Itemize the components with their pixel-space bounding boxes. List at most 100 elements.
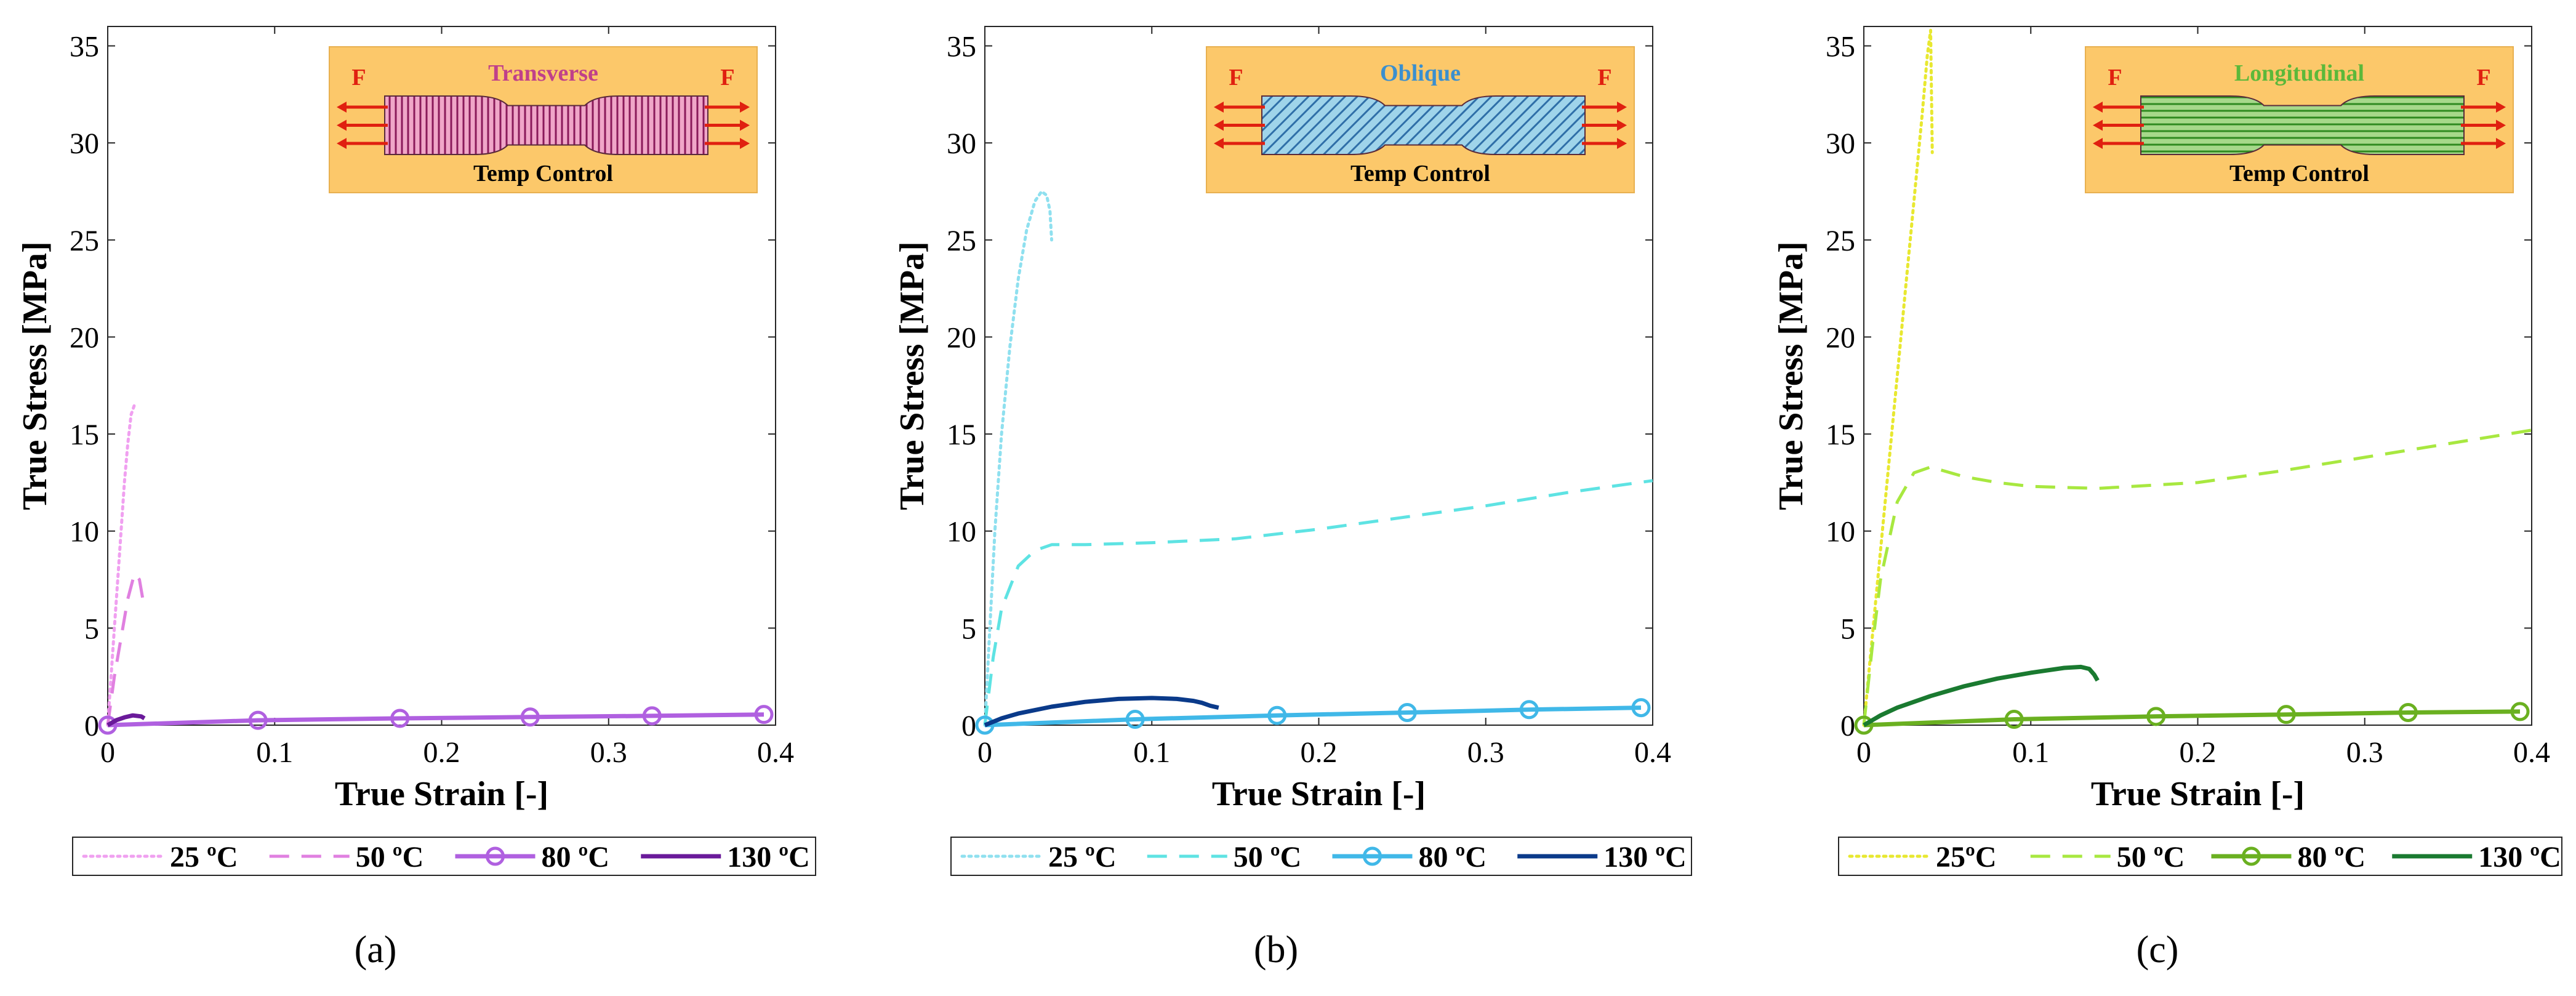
panel-c: 0 5 10 15 20 25 30 35 0 0.1 0.2 0.3 0.4 True Strain [… (1772, 26, 2562, 971)
legend: 25ºC 50 ºC 80 ºC 130 ºC (1838, 837, 2562, 876)
series-marker (642, 706, 662, 726)
legend-label: 80 ºC (542, 841, 610, 874)
force-arrowhead-right (1617, 102, 1627, 113)
series-marker (390, 709, 410, 728)
y-tick-label: 0 (1840, 710, 1855, 742)
inset-bottom-label: Temp Control (473, 161, 613, 187)
force-arrowhead-left (337, 102, 347, 113)
inset-title: Transverse (488, 60, 598, 86)
specimen-inset: F F Transverse Temp Control (329, 46, 758, 193)
force-arrowhead-left (2093, 138, 2103, 149)
y-tick-label: 5 (961, 612, 976, 645)
y-tick-label: 15 (1826, 419, 1855, 451)
x-tick-label: 0.1 (256, 736, 293, 769)
series-marker (98, 715, 118, 735)
legend: 25 ºC 50 ºC 80 ºC 130 ºC (950, 837, 1692, 876)
panel-caption: (c) (2137, 929, 2179, 971)
series-line-3 (1863, 709, 2521, 728)
series-marker (248, 710, 268, 730)
force-arrowhead-left (1214, 102, 1224, 113)
x-tick-label: 0 (977, 736, 992, 769)
y-tick-label: 35 (947, 31, 976, 63)
force-arrowhead-left (1214, 119, 1224, 131)
y-tick-label: 15 (947, 419, 976, 451)
series-line-1 (106, 403, 136, 727)
legend-label: 25ºC (1936, 841, 1997, 874)
y-tick-label: 5 (1840, 612, 1855, 645)
series-marker (2004, 710, 2024, 729)
series-marker (754, 705, 774, 725)
force-arrowhead-left (2093, 119, 2103, 131)
y-tick-label: 30 (947, 127, 976, 160)
y-tick-label: 10 (1826, 516, 1855, 548)
series-line-4 (1863, 664, 2100, 728)
x-tick-label: 0.1 (2012, 736, 2049, 769)
legend-marker (2242, 846, 2261, 866)
inset-bottom-label: Temp Control (2229, 161, 2369, 187)
series-marker (1854, 715, 1874, 735)
legend: 25 ºC 50 ºC 80 ºC 130 ºC (72, 837, 816, 876)
legend-label: 50 ºC (1234, 841, 1302, 874)
legend-marker (1363, 846, 1382, 866)
y-tick-label: 0 (84, 710, 99, 742)
force-label-left: F (1229, 65, 1243, 90)
y-tick-label: 15 (70, 419, 99, 451)
series-marker (2276, 705, 2296, 725)
force-arrowhead-left (337, 138, 347, 149)
x-tick-label: 0 (1856, 736, 1871, 769)
x-tick-label: 0.2 (423, 736, 460, 769)
force-label-left: F (351, 65, 366, 90)
series-marker (1519, 700, 1539, 720)
force-label-right: F (1597, 65, 1611, 90)
x-tick-label: 0.4 (2513, 736, 2550, 769)
y-tick-label: 30 (70, 127, 99, 160)
series-marker (2398, 703, 2418, 723)
y-tick-label: 0 (961, 710, 976, 742)
legend-label: 25 ºC (1048, 841, 1117, 874)
force-arrowhead-right (2496, 138, 2506, 149)
legend-label: 80 ºC (1419, 841, 1487, 874)
x-tick-label: 0.3 (1467, 736, 1504, 769)
force-arrowhead-right (740, 138, 750, 149)
force-label-left: F (2108, 65, 2122, 90)
force-arrowhead-left (337, 119, 347, 131)
x-tick-label: 0.1 (1133, 736, 1170, 769)
y-axis-label: True Stress [MPa] (1772, 241, 1810, 510)
force-arrowhead-right (1617, 138, 1627, 149)
series-marker (975, 715, 995, 735)
force-arrowhead-left (2093, 102, 2103, 113)
force-arrowhead-right (740, 119, 750, 131)
series-marker (1267, 705, 1287, 725)
series-marker (1125, 710, 1145, 729)
y-tick-label: 10 (70, 516, 99, 548)
y-tick-label: 25 (70, 225, 99, 257)
x-tick-label: 0.3 (590, 736, 627, 769)
force-arrowhead-right (740, 102, 750, 113)
legend-label: 50 ºC (2117, 841, 2185, 874)
series-marker (1397, 703, 1417, 723)
specimen-shape (2140, 95, 2465, 155)
series-line-2 (106, 572, 146, 726)
panel-a: 0 5 10 15 20 25 30 35 0 0.1 0.2 0.3 0.4 True Strain [… (16, 26, 816, 971)
x-tick-label: 0.3 (2346, 736, 2383, 769)
force-label-right: F (720, 65, 734, 90)
y-tick-label: 25 (1826, 225, 1855, 257)
x-tick-label: 0.4 (1634, 736, 1671, 769)
force-label-right: F (2476, 65, 2490, 90)
panel-caption: (a) (355, 929, 397, 971)
legend-label: 25 ºC (170, 841, 238, 874)
force-arrowhead-right (2496, 119, 2506, 131)
series-marker (520, 707, 540, 727)
specimen-shape (384, 95, 708, 155)
y-axis-label: True Stress [MPa] (16, 241, 54, 510)
series-marker (1631, 698, 1651, 718)
series-line-2 (983, 479, 1653, 726)
inset-title: Oblique (1380, 60, 1461, 86)
series-line-3 (984, 705, 1642, 728)
specimen-inset: F F Longitudinal Temp Control (2085, 46, 2514, 193)
panel-caption: (b) (1254, 929, 1298, 971)
y-axis-label: True Stress [MPa] (893, 241, 931, 510)
force-arrowhead-left (1214, 138, 1224, 149)
